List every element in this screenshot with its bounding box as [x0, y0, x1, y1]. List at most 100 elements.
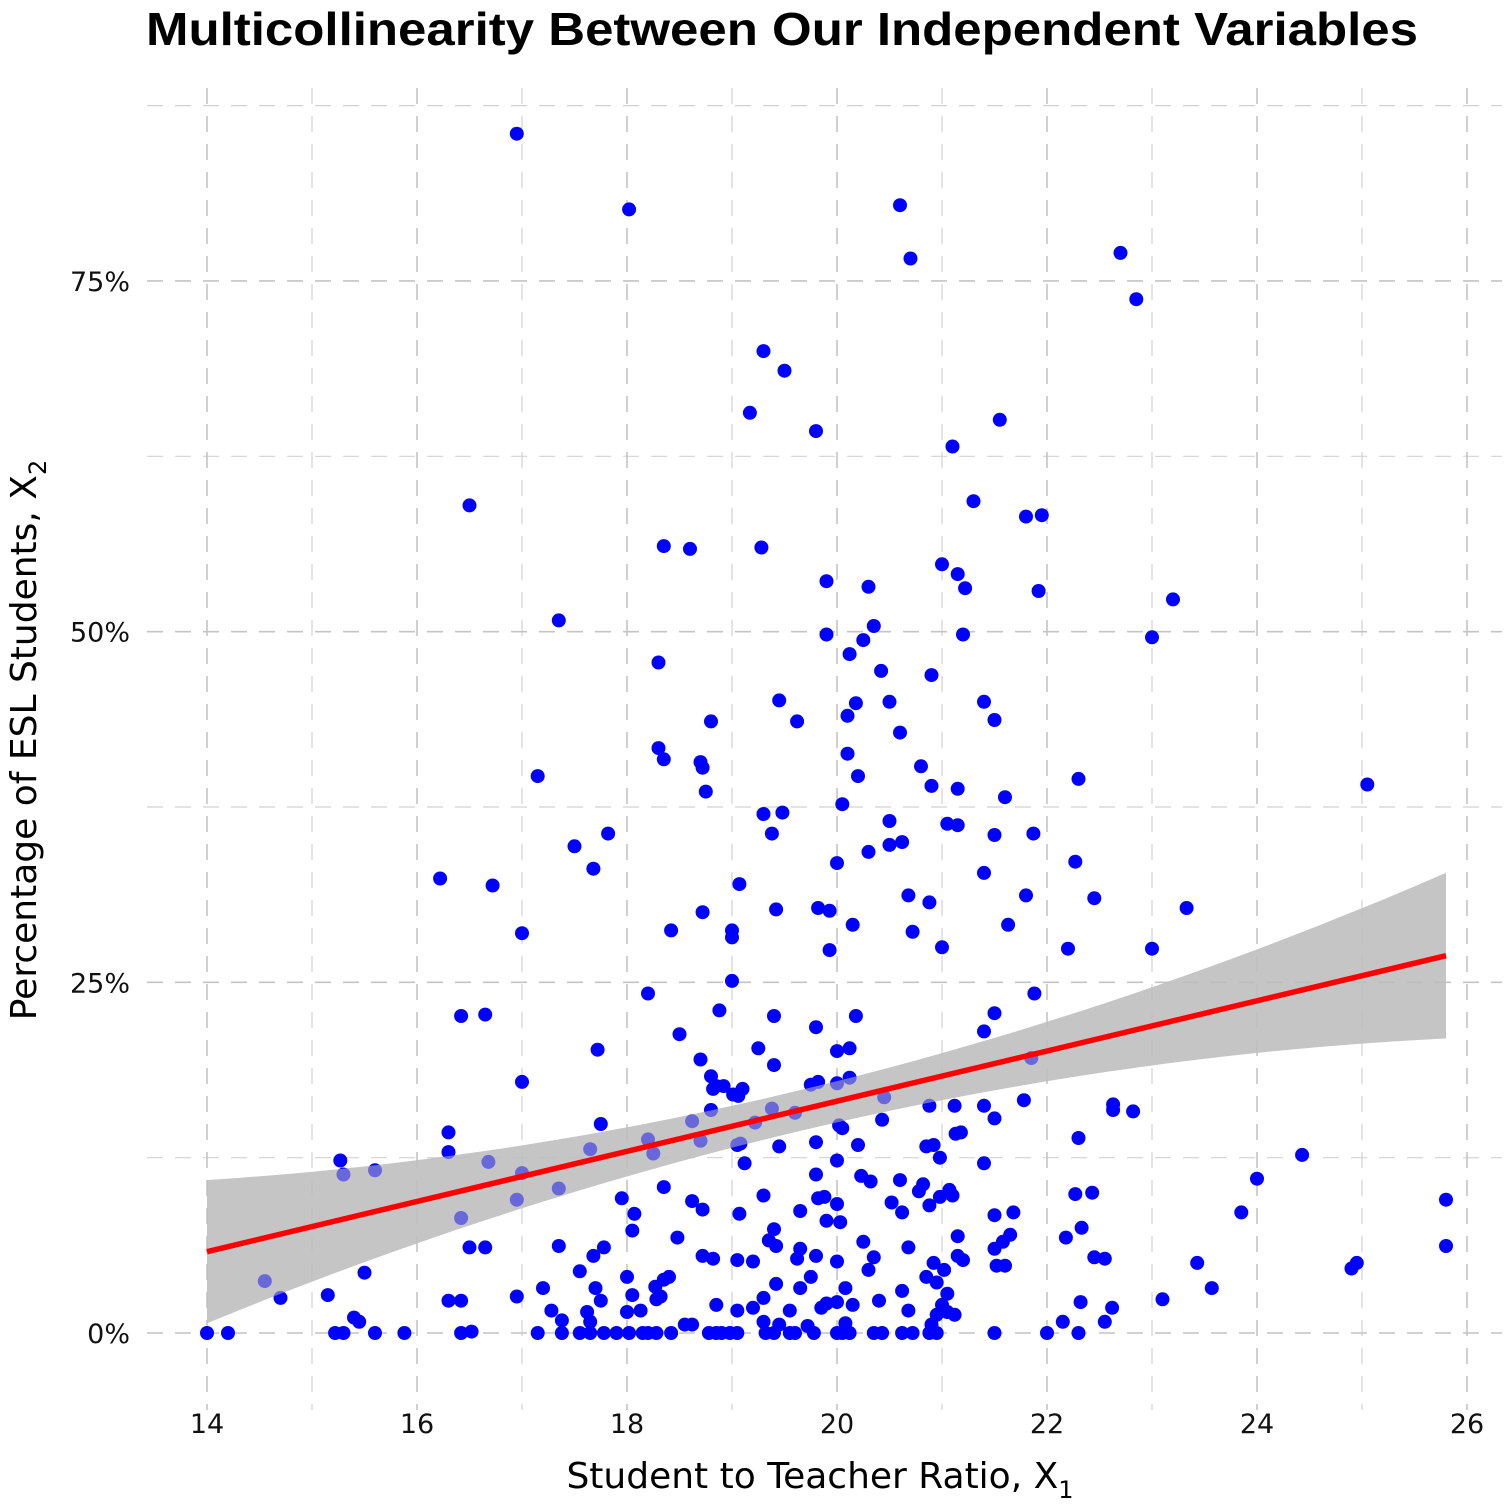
- data-point: [200, 1326, 214, 1340]
- x-tick-label: 14: [190, 1409, 224, 1440]
- data-point: [901, 888, 916, 903]
- data-point: [1190, 1255, 1205, 1270]
- data-point: [1071, 1131, 1086, 1145]
- data-point: [593, 1293, 608, 1308]
- data-point: [793, 1281, 808, 1296]
- data-point: [840, 746, 855, 761]
- data-point: [914, 759, 928, 774]
- data-point: [1055, 1314, 1070, 1329]
- data-point: [695, 760, 710, 775]
- data-point: [819, 627, 834, 642]
- data-point: [851, 769, 865, 784]
- data-point: [856, 633, 871, 648]
- data-point: [903, 251, 918, 266]
- data-point: [901, 1240, 916, 1255]
- data-point: [1097, 1314, 1112, 1329]
- data-point: [464, 1324, 479, 1339]
- data-point: [397, 1326, 412, 1340]
- data-point: [911, 1184, 926, 1199]
- data-point: [746, 1300, 760, 1315]
- data-point: [756, 1188, 771, 1203]
- data-point: [1145, 941, 1159, 956]
- data-point: [620, 1269, 634, 1284]
- data-point: [551, 1239, 566, 1253]
- data-point: [712, 1003, 727, 1018]
- data-point: [987, 1208, 1002, 1223]
- y-tick-label: 50%: [70, 618, 130, 649]
- data-point: [1019, 509, 1033, 524]
- data-point: [830, 1197, 844, 1211]
- data-point: [895, 1283, 910, 1298]
- data-point: [861, 1262, 876, 1277]
- data-point: [809, 424, 823, 439]
- data-point: [1360, 777, 1375, 792]
- data-point: [840, 708, 855, 723]
- data-point: [1105, 1300, 1120, 1315]
- data-point: [751, 1041, 766, 1056]
- data-point: [924, 778, 939, 793]
- data-point: [998, 1258, 1012, 1273]
- data-point: [987, 713, 1002, 727]
- data-point: [1068, 1187, 1083, 1202]
- data-point: [685, 1317, 700, 1332]
- data-point: [950, 1229, 965, 1244]
- data-point: [922, 1198, 937, 1213]
- data-point: [320, 1288, 335, 1303]
- data-point: [782, 1303, 797, 1318]
- data-point: [336, 1326, 351, 1340]
- data-point: [1068, 854, 1083, 869]
- data-point: [709, 1297, 724, 1312]
- data-point: [664, 1326, 679, 1340]
- data-point: [622, 1326, 637, 1340]
- data-point: [1106, 1103, 1121, 1117]
- data-point: [695, 1202, 710, 1217]
- data-point: [530, 1326, 545, 1340]
- data-point: [838, 1281, 853, 1296]
- data-point: [806, 1326, 821, 1340]
- data-point: [764, 826, 779, 841]
- data-point: [875, 1326, 890, 1340]
- data-point: [698, 784, 713, 799]
- data-point: [544, 1303, 559, 1318]
- data-point: [221, 1326, 235, 1340]
- data-point: [1155, 1292, 1170, 1307]
- data-point: [772, 1139, 787, 1154]
- x-tick-label: 20: [820, 1409, 854, 1440]
- data-point: [929, 1326, 944, 1340]
- data-point: [357, 1265, 372, 1280]
- data-point: [742, 405, 757, 420]
- data-point: [672, 1027, 687, 1042]
- data-point: [1126, 1104, 1141, 1119]
- data-point: [478, 1007, 493, 1022]
- data-point: [893, 725, 907, 740]
- data-point: [895, 1205, 910, 1220]
- data-point: [732, 1206, 747, 1221]
- data-point: [1166, 592, 1180, 607]
- data-point: [706, 1251, 721, 1266]
- data-point: [874, 663, 889, 678]
- data-point: [835, 1121, 850, 1136]
- fit-line-layer: [206, 872, 1447, 1324]
- data-point: [485, 878, 500, 893]
- data-point: [935, 940, 949, 955]
- data-point: [530, 769, 545, 784]
- data-point: [769, 1276, 784, 1291]
- data-point: [950, 818, 965, 833]
- data-point: [1001, 917, 1016, 932]
- data-point: [1073, 1295, 1088, 1310]
- data-point: [767, 1009, 781, 1023]
- data-point: [649, 1292, 664, 1307]
- data-point: [586, 1248, 601, 1263]
- data-point: [835, 797, 850, 812]
- data-point: [922, 895, 937, 910]
- data-point: [1085, 1185, 1100, 1200]
- data-point: [1129, 292, 1144, 307]
- data-point: [977, 865, 991, 880]
- data-point: [924, 668, 939, 683]
- data-point: [947, 1098, 962, 1113]
- data-point: [454, 1293, 469, 1308]
- data-point: [1058, 1230, 1073, 1245]
- data-point: [695, 905, 710, 920]
- data-point: [664, 923, 679, 938]
- data-point: [725, 973, 739, 988]
